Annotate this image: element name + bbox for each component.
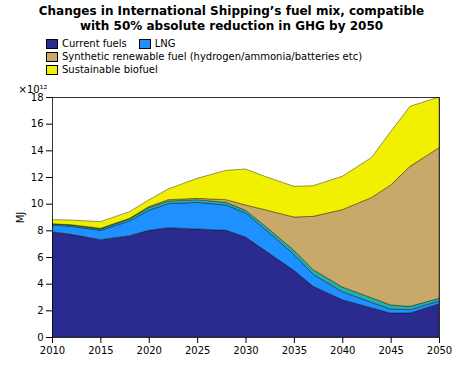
svg-text:2050: 2050 — [427, 345, 452, 356]
html-text:Changes in International Shipp: Changes in International Shipping’s fuel… — [38, 4, 425, 33]
svg-text:14: 14 — [31, 145, 44, 156]
html-text:LNG: LNG — [154, 38, 176, 49]
svg-text:2010: 2010 — [40, 345, 65, 356]
svg-text:8: 8 — [37, 225, 43, 236]
html-text:Sustainable biofuel: Sustainable biofuel — [62, 64, 158, 75]
html-text:Current fuels: Current fuels — [62, 38, 127, 49]
svg-text:MJ: MJ — [15, 212, 26, 224]
svg-text:0: 0 — [37, 332, 43, 343]
svg-text:16: 16 — [31, 118, 44, 129]
svg-text:2025: 2025 — [185, 345, 210, 356]
svg-text:2040: 2040 — [330, 345, 355, 356]
svg-text:12: 12 — [31, 172, 44, 183]
svg-text:2035: 2035 — [282, 345, 307, 356]
svg-text:×10¹²: ×10¹² — [19, 84, 48, 95]
svg-text:2030: 2030 — [233, 345, 258, 356]
html-text:Synthetic renewable fuel (hydr: Synthetic renewable fuel (hydrogen/ammon… — [62, 51, 363, 62]
svg-text:2015: 2015 — [88, 345, 113, 356]
svg-text:2020: 2020 — [137, 345, 162, 356]
svg-text:2045: 2045 — [378, 345, 403, 356]
svg-text:10: 10 — [31, 198, 44, 209]
svg-text:4: 4 — [37, 278, 43, 289]
svg-text:6: 6 — [37, 252, 43, 263]
svg-text:18: 18 — [30, 91, 44, 103]
svg-text:2: 2 — [37, 305, 43, 316]
